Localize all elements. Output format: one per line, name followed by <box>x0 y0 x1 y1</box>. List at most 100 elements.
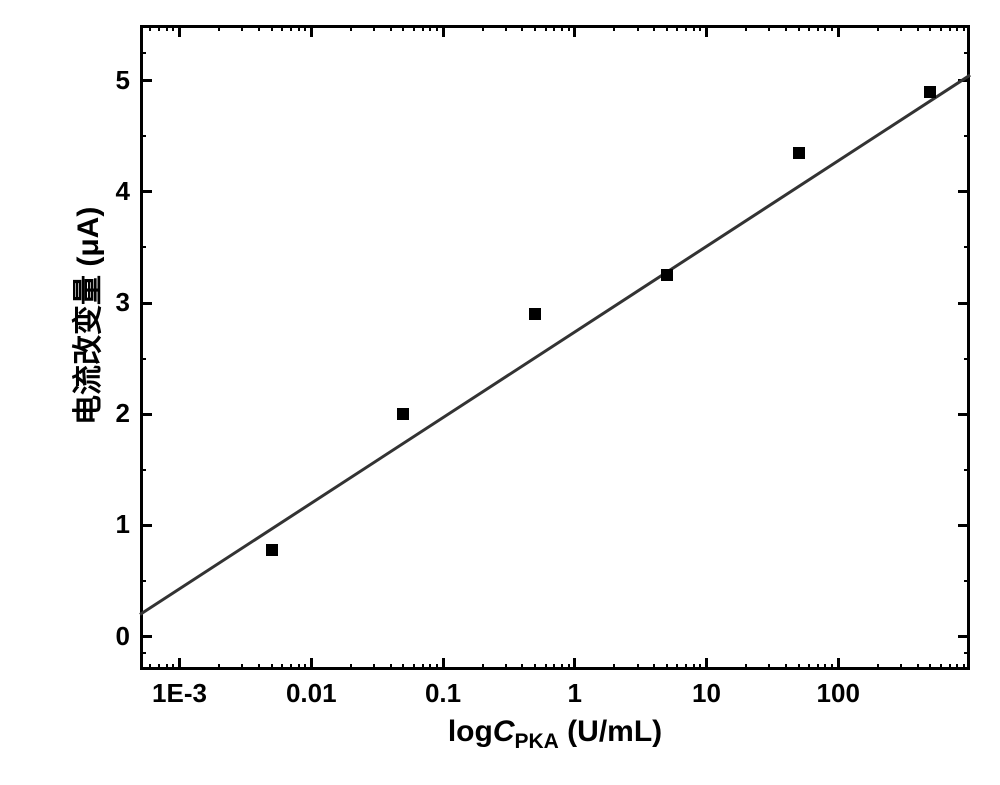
x-tick-top <box>310 25 313 37</box>
y-minor-tick <box>140 652 146 654</box>
x-minor-tick <box>676 664 678 670</box>
x-minor-tick <box>304 664 306 670</box>
y-minor-tick-right <box>964 246 970 248</box>
y-minor-tick <box>140 246 146 248</box>
data-point <box>529 308 541 320</box>
x-tick-top <box>442 25 445 37</box>
y-tick-right <box>958 524 970 527</box>
x-minor-tick <box>768 664 770 670</box>
x-minor-tick-top <box>949 25 951 31</box>
x-minor-tick <box>534 664 536 670</box>
x-minor-tick <box>482 664 484 670</box>
x-minor-tick-top <box>568 25 570 31</box>
chart-container: 电流改变量 (μA) logCPKA (U/mL) 0123451E-30.01… <box>0 0 1000 785</box>
x-minor-tick-top <box>413 25 415 31</box>
x-minor-tick-top <box>963 25 965 31</box>
x-minor-tick <box>817 664 819 670</box>
x-minor-tick <box>166 664 168 670</box>
x-tick-label: 1 <box>525 678 625 709</box>
x-minor-tick <box>290 664 292 670</box>
x-minor-tick <box>963 664 965 670</box>
x-minor-tick-top <box>824 25 826 31</box>
x-minor-tick-top <box>166 25 168 31</box>
x-minor-tick <box>949 664 951 670</box>
x-minor-tick <box>553 664 555 670</box>
x-axis-label-prefix: log <box>448 715 493 748</box>
x-minor-tick-top <box>831 25 833 31</box>
y-tick-label: 5 <box>90 65 130 96</box>
x-minor-tick-top <box>693 25 695 31</box>
x-minor-tick-top <box>482 25 484 31</box>
y-tick <box>140 79 152 82</box>
y-tick <box>140 413 152 416</box>
x-tick-label: 0.1 <box>393 678 493 709</box>
y-minor-tick-right <box>964 580 970 582</box>
x-minor-tick <box>172 664 174 670</box>
y-minor-tick <box>140 469 146 471</box>
x-axis-label-sub: PKA <box>515 730 559 753</box>
data-point <box>397 408 409 420</box>
x-tick-label: 10 <box>657 678 757 709</box>
x-minor-tick <box>281 664 283 670</box>
y-minor-tick <box>140 358 146 360</box>
y-minor-tick <box>140 580 146 582</box>
x-minor-tick-top <box>534 25 536 31</box>
x-minor-tick-top <box>553 25 555 31</box>
x-minor-tick-top <box>940 25 942 31</box>
x-tick-label: 0.01 <box>261 678 361 709</box>
x-minor-tick-top <box>785 25 787 31</box>
x-minor-tick-top <box>745 25 747 31</box>
x-minor-tick <box>149 664 151 670</box>
x-minor-tick <box>808 664 810 670</box>
x-minor-tick-top <box>685 25 687 31</box>
x-minor-tick <box>685 664 687 670</box>
x-tick-top <box>705 25 708 37</box>
x-minor-tick <box>298 664 300 670</box>
x-minor-tick <box>258 664 260 670</box>
x-minor-tick <box>561 664 563 670</box>
x-axis-label-unit: (U/mL) <box>559 715 662 748</box>
x-minor-tick-top <box>521 25 523 31</box>
x-minor-tick <box>699 664 701 670</box>
x-minor-tick <box>373 664 375 670</box>
x-minor-tick-top <box>900 25 902 31</box>
x-minor-tick-top <box>350 25 352 31</box>
x-minor-tick <box>798 664 800 670</box>
data-point <box>924 86 936 98</box>
y-tick-right <box>958 635 970 638</box>
x-minor-tick-top <box>929 25 931 31</box>
x-minor-tick-top <box>561 25 563 31</box>
y-tick-right <box>958 302 970 305</box>
x-minor-tick-top <box>422 25 424 31</box>
x-tick <box>837 658 840 670</box>
y-tick-label: 4 <box>90 176 130 207</box>
x-tick-top <box>573 25 576 37</box>
x-axis-label-var: C <box>493 715 515 748</box>
x-minor-tick <box>956 664 958 670</box>
y-tick-label: 3 <box>90 287 130 318</box>
x-minor-tick <box>402 664 404 670</box>
x-minor-tick-top <box>666 25 668 31</box>
y-minor-tick-right <box>964 135 970 137</box>
x-minor-tick-top <box>290 25 292 31</box>
x-minor-tick-top <box>429 25 431 31</box>
x-tick <box>310 658 313 670</box>
y-minor-tick-right <box>964 52 970 54</box>
x-tick-top <box>178 25 181 37</box>
x-minor-tick <box>824 664 826 670</box>
x-minor-tick <box>940 664 942 670</box>
x-tick <box>573 658 576 670</box>
x-minor-tick-top <box>768 25 770 31</box>
y-tick <box>140 190 152 193</box>
x-tick <box>705 658 708 670</box>
x-minor-tick <box>877 664 879 670</box>
y-tick-label: 1 <box>90 509 130 540</box>
y-tick-label: 2 <box>90 398 130 429</box>
x-minor-tick-top <box>545 25 547 31</box>
x-minor-tick-top <box>798 25 800 31</box>
x-minor-tick <box>545 664 547 670</box>
x-minor-tick-top <box>676 25 678 31</box>
x-minor-tick-top <box>436 25 438 31</box>
x-minor-tick-top <box>613 25 615 31</box>
x-minor-tick-top <box>158 25 160 31</box>
